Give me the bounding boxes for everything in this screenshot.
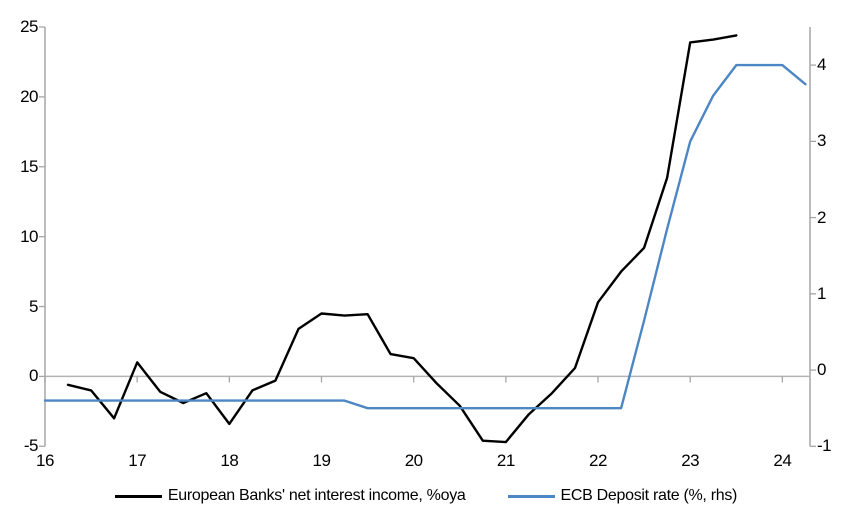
y-right-tick-label: 1 [817, 283, 826, 303]
x-axis-tick-label: 17 [128, 451, 147, 470]
x-axis-tick-label: 16 [36, 451, 54, 470]
y-left-tick-label: -5 [23, 436, 39, 456]
y-right-tick-label: 0 [817, 360, 826, 380]
y-left-tick-label: 25 [20, 17, 38, 36]
x-axis-tick-label: 18 [220, 451, 239, 470]
legend-entry-ecb-deposit-rate: ECB Deposit rate (%, rhs) [507, 487, 738, 505]
series-line-net-interest-income [66, 34, 738, 444]
y-right-tick-label: 3 [817, 131, 826, 151]
y-right-tick-label: 4 [817, 55, 826, 75]
x-axis-tick-label: 22 [589, 451, 607, 470]
y-right-tick-label: -1 [817, 436, 832, 456]
y-left-tick-label: 10 [20, 226, 38, 246]
legend-label-net-interest-income: European Banks' net interest income, %oy… [167, 487, 466, 504]
y-left-tick-label: 5 [29, 296, 38, 316]
y-left-tick-label: 15 [20, 156, 38, 176]
legend-label-ecb-deposit-rate: ECB Deposit rate (%, rhs) [560, 487, 738, 504]
x-axis-tick-label: 24 [773, 451, 792, 470]
y-left-tick-label: 0 [29, 366, 38, 386]
y-right-tick-label: 2 [817, 207, 826, 227]
legend: European Banks' net interest income, %oy… [0, 487, 852, 505]
x-axis-tick-label: 21 [496, 451, 515, 470]
x-axis-tick-label: 19 [312, 451, 331, 470]
series-line-ecb-deposit-rate [43, 63, 807, 410]
x-axis-tick-label: 20 [404, 451, 423, 470]
y-left-tick-label: 20 [20, 86, 38, 106]
legend-entry-net-interest-income: European Banks' net interest income, %oy… [114, 487, 466, 505]
black-line-swatch-icon [114, 494, 162, 498]
x-axis-tick-label: 23 [681, 451, 700, 470]
blue-line-swatch-icon [507, 494, 555, 498]
